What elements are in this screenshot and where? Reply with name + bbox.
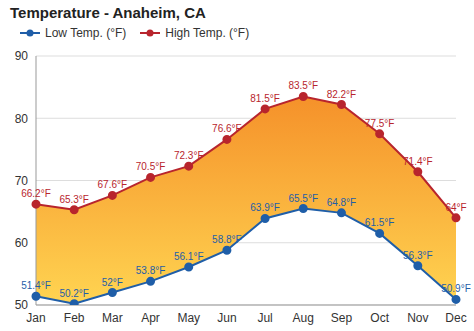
svg-text:Jan: Jan xyxy=(26,311,45,325)
svg-text:52°F: 52°F xyxy=(102,277,123,288)
svg-text:50: 50 xyxy=(15,298,29,312)
svg-text:72.3°F: 72.3°F xyxy=(174,150,204,161)
svg-text:50.2°F: 50.2°F xyxy=(59,288,89,299)
svg-text:66.2°F: 66.2°F xyxy=(21,188,51,199)
svg-text:70.5°F: 70.5°F xyxy=(136,161,166,172)
svg-text:Aug: Aug xyxy=(293,311,314,325)
svg-text:Feb: Feb xyxy=(64,311,85,325)
html-text:Low Temp. (°F): Low Temp. (°F) xyxy=(45,26,127,40)
svg-text:56.3°F: 56.3°F xyxy=(403,250,433,261)
svg-text:83.5°F: 83.5°F xyxy=(288,80,318,91)
svg-text:80: 80 xyxy=(15,112,29,126)
svg-text:65.5°F: 65.5°F xyxy=(288,193,318,204)
svg-text:61.5°F: 61.5°F xyxy=(365,217,395,228)
svg-text:Jul: Jul xyxy=(257,311,272,325)
svg-text:67.6°F: 67.6°F xyxy=(98,179,128,190)
svg-text:51.4°F: 51.4°F xyxy=(21,280,51,291)
svg-text:82.2°F: 82.2°F xyxy=(327,89,357,100)
html-text:High Temp. (°F): High Temp. (°F) xyxy=(165,26,250,40)
svg-text:60: 60 xyxy=(15,236,29,250)
svg-text:76.6°F: 76.6°F xyxy=(212,123,242,134)
svg-text:Sep: Sep xyxy=(331,311,353,325)
svg-text:64°F: 64°F xyxy=(445,202,466,213)
svg-text:58.8°F: 58.8°F xyxy=(212,234,242,245)
svg-text:Nov: Nov xyxy=(407,311,428,325)
svg-text:May: May xyxy=(177,311,200,325)
svg-text:Oct: Oct xyxy=(370,311,389,325)
svg-text:81.5°F: 81.5°F xyxy=(250,93,280,104)
svg-text:53.8°F: 53.8°F xyxy=(136,265,166,276)
svg-text:90: 90 xyxy=(15,49,29,63)
svg-text:50.9°F: 50.9°F xyxy=(441,283,466,294)
svg-text:Dec: Dec xyxy=(445,311,466,325)
svg-text:63.9°F: 63.9°F xyxy=(250,202,280,213)
svg-text:71.4°F: 71.4°F xyxy=(403,156,433,167)
svg-text:70: 70 xyxy=(15,174,29,188)
svg-text:Apr: Apr xyxy=(141,311,160,325)
html-text:Temperature - Anaheim, CA: Temperature - Anaheim, CA xyxy=(10,4,206,21)
svg-text:65.3°F: 65.3°F xyxy=(59,194,89,205)
svg-text:64.8°F: 64.8°F xyxy=(327,197,357,208)
svg-text:Mar: Mar xyxy=(102,311,123,325)
svg-text:56.1°F: 56.1°F xyxy=(174,251,204,262)
svg-text:77.5°F: 77.5°F xyxy=(365,118,395,129)
svg-text:Jun: Jun xyxy=(217,311,236,325)
